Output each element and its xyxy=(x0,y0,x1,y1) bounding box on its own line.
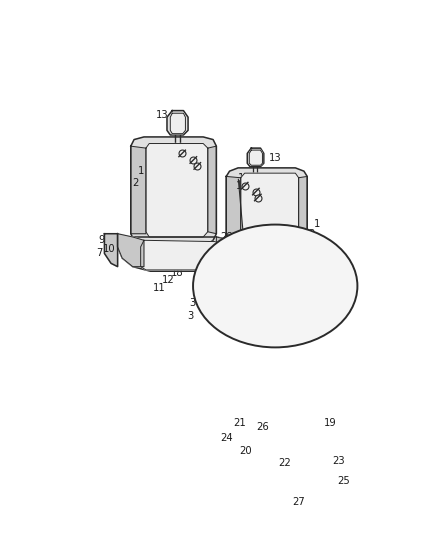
Polygon shape xyxy=(292,441,335,449)
Polygon shape xyxy=(308,250,325,276)
Text: 26: 26 xyxy=(256,422,269,432)
Text: 21: 21 xyxy=(233,418,246,429)
Text: 2: 2 xyxy=(309,229,315,239)
Text: 13: 13 xyxy=(269,153,282,163)
Bar xyxy=(308,461,332,489)
Text: 22: 22 xyxy=(278,458,290,468)
Text: 20: 20 xyxy=(240,446,252,456)
Polygon shape xyxy=(208,146,216,233)
Text: 11: 11 xyxy=(153,282,166,293)
Text: 3: 3 xyxy=(189,298,195,308)
Text: 23: 23 xyxy=(332,456,344,466)
Text: 13: 13 xyxy=(156,110,169,120)
Text: 27: 27 xyxy=(292,497,305,507)
Text: 15: 15 xyxy=(250,181,262,191)
Polygon shape xyxy=(170,113,185,134)
Polygon shape xyxy=(118,233,236,271)
Text: 7: 7 xyxy=(97,248,103,259)
Text: 3: 3 xyxy=(187,311,193,321)
Polygon shape xyxy=(238,249,312,276)
Polygon shape xyxy=(118,233,144,266)
Text: 12: 12 xyxy=(162,275,175,285)
Text: 5: 5 xyxy=(272,310,279,320)
Polygon shape xyxy=(247,148,264,166)
Polygon shape xyxy=(104,233,118,266)
Polygon shape xyxy=(216,237,236,250)
Polygon shape xyxy=(131,137,216,247)
Text: 14: 14 xyxy=(162,143,175,153)
Text: 6: 6 xyxy=(305,295,312,304)
Text: 1: 1 xyxy=(138,166,144,176)
Polygon shape xyxy=(226,176,241,245)
Text: 16: 16 xyxy=(170,148,183,158)
Polygon shape xyxy=(243,484,258,497)
Bar xyxy=(230,457,244,476)
Polygon shape xyxy=(299,176,307,245)
Polygon shape xyxy=(141,240,220,270)
Text: 10: 10 xyxy=(103,244,115,254)
Text: 1: 1 xyxy=(314,219,320,229)
Polygon shape xyxy=(216,247,236,275)
Text: 9: 9 xyxy=(98,235,104,245)
Ellipse shape xyxy=(193,224,357,348)
Text: 28: 28 xyxy=(220,232,233,242)
Text: 6: 6 xyxy=(312,301,318,311)
Text: 24: 24 xyxy=(221,433,233,443)
Polygon shape xyxy=(284,461,302,490)
Polygon shape xyxy=(226,168,307,254)
Text: 18: 18 xyxy=(170,268,183,278)
Polygon shape xyxy=(216,245,325,277)
Polygon shape xyxy=(241,173,299,248)
Text: 2: 2 xyxy=(132,178,138,188)
Text: 14: 14 xyxy=(238,173,251,183)
Polygon shape xyxy=(167,111,188,135)
Circle shape xyxy=(315,470,324,479)
Text: 17: 17 xyxy=(189,158,201,167)
Text: 15: 15 xyxy=(185,150,198,160)
Polygon shape xyxy=(243,434,258,490)
Polygon shape xyxy=(131,146,146,233)
Text: 5: 5 xyxy=(276,291,282,301)
Polygon shape xyxy=(292,428,335,436)
Text: 19: 19 xyxy=(324,418,337,429)
Polygon shape xyxy=(146,143,208,237)
Polygon shape xyxy=(249,150,262,165)
Text: 17: 17 xyxy=(247,189,260,199)
Text: 25: 25 xyxy=(337,475,350,486)
Text: 16: 16 xyxy=(237,181,249,191)
